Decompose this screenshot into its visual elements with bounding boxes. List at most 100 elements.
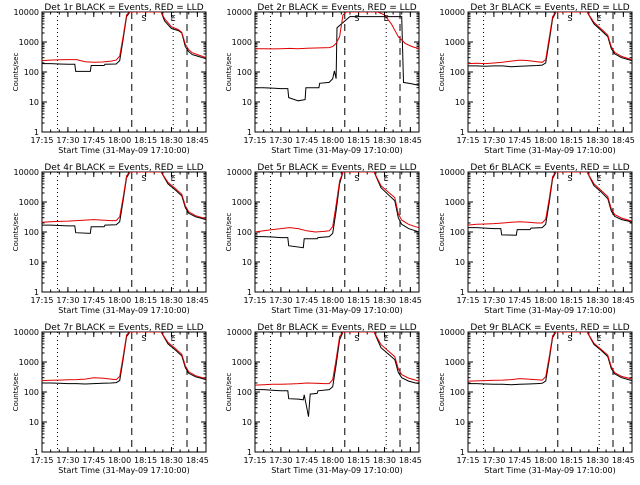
chart-title: Det 2r BLACK = Events, RED = LLD [257,3,416,13]
chart-panel: Det 3r BLACK = Events, RED = LLD 1 10 100 10… [438,3,635,155]
x-tick-label: 18:15 [347,456,370,465]
x-axis-label: Start Time (31-May-09 17:10:00) [58,466,189,475]
x-tick-label: 18:00 [534,456,557,465]
y-tick-label: 10000 [227,8,252,17]
chart-panel: Det 1r BLACK = Events, RED = LLD 1 10 100 10… [12,3,209,155]
y-tick-label: 10 [455,98,465,107]
chart-title: Det 8r BLACK = Events, RED = LLD [257,323,416,333]
y-tick-label: 10 [242,258,252,267]
y-tick-label: 100 [237,388,252,397]
x-tick-label: 17:45 [295,296,318,305]
x-tick-label: 17:15 [30,296,53,305]
y-tick-label: 100 [24,68,39,77]
events-series-line [42,172,206,234]
x-tick-label: 18:15 [134,296,157,305]
x-tick-label: 17:15 [456,296,479,305]
y-tick-label: 10 [29,418,39,427]
x-tick-label: 18:30 [586,456,609,465]
x-tick-label: 17:45 [82,456,105,465]
x-tick-label: 17:15 [456,136,479,145]
x-axis-label: Start Time (31-May-09 17:10:00) [271,306,402,315]
y-tick-label: 10 [29,98,39,107]
x-tick-label: 17:15 [456,456,479,465]
x-tick-label: 17:45 [508,456,531,465]
x-tick-label: 17:30 [482,456,505,465]
x-tick-label: 18:00 [534,136,557,145]
x-tick-label: 17:30 [482,296,505,305]
lld-series-line [255,172,419,233]
y-tick-label: 10000 [440,168,465,177]
x-tick-label: 17:45 [82,296,105,305]
events-series-line [42,12,206,72]
x-tick-label: 18:15 [347,136,370,145]
interval-marker-label: E [597,14,602,23]
events-series-line [468,12,632,68]
interval-marker-label: E [384,14,389,23]
y-tick-label: 100 [24,388,39,397]
y-tick-label: 1000 [445,38,465,47]
interval-marker-label: E [171,174,176,183]
y-tick-label: 1 [247,128,252,137]
lld-series-line [468,332,632,382]
x-axis-label: Start Time (31-May-09 17:10:00) [58,146,189,155]
x-tick-label: 18:30 [160,136,183,145]
chart-title: Det 3r BLACK = Events, RED = LLD [470,3,629,13]
x-tick-label: 17:30 [269,136,292,145]
y-tick-label: 100 [24,228,39,237]
y-tick-label: 1 [34,128,39,137]
y-axis-label: Counts/sec [438,53,446,92]
chart-panel: Det 8r BLACK = Events, RED = LLD 1 10 100 10… [225,323,422,475]
x-tick-label: 18:45 [399,296,422,305]
x-tick-label: 18:00 [108,136,131,145]
x-tick-label: 17:15 [30,456,53,465]
x-tick-label: 17:30 [56,456,79,465]
y-axis-label: Counts/sec [225,53,233,92]
y-tick-label: 1 [460,448,465,457]
events-series-line [468,172,632,236]
x-tick-label: 17:45 [295,456,318,465]
interval-marker-label: S [141,334,146,343]
x-axis-label: Start Time (31-May-09 17:10:00) [271,466,402,475]
x-tick-label: 18:30 [586,296,609,305]
y-tick-label: 10 [242,98,252,107]
x-tick-label: 18:15 [560,136,583,145]
interval-marker-label: E [597,334,602,343]
chart-title: Det 9r BLACK = Events, RED = LLD [470,323,629,333]
y-tick-label: 10000 [14,168,39,177]
x-tick-label: 18:00 [321,296,344,305]
x-tick-label: 18:15 [560,296,583,305]
chart-title: Det 6r BLACK = Events, RED = LLD [470,163,629,173]
x-tick-label: 18:30 [586,136,609,145]
y-tick-label: 10000 [440,328,465,337]
chart-panel: Det 7r BLACK = Events, RED = LLD 1 10 100 10… [12,323,209,475]
plot-frame [467,171,633,293]
x-axis-label: Start Time (31-May-09 17:10:00) [484,306,615,315]
interval-marker-label: E [384,174,389,183]
y-axis-label: Counts/sec [12,213,20,252]
lld-series-line [255,12,419,50]
interval-marker-label: S [567,14,572,23]
lld-series-line [42,12,206,63]
lld-series-line [468,12,632,65]
events-series-line [255,332,419,417]
x-axis-label: Start Time (31-May-09 17:10:00) [271,146,402,155]
y-tick-label: 100 [450,388,465,397]
interval-marker-label: E [171,334,176,343]
lld-series-line [255,332,419,386]
y-tick-label: 10000 [440,8,465,17]
y-tick-label: 100 [450,68,465,77]
x-tick-label: 17:30 [56,296,79,305]
y-tick-label: 10000 [14,8,39,17]
x-tick-label: 18:45 [186,296,209,305]
chart-panel: Det 5r BLACK = Events, RED = LLD 1 10 100 10… [225,163,422,315]
y-tick-label: 10 [455,258,465,267]
y-tick-label: 10 [29,258,39,267]
x-tick-label: 18:45 [612,456,635,465]
y-tick-label: 10 [242,418,252,427]
y-tick-label: 1 [460,128,465,137]
x-tick-label: 17:15 [243,136,266,145]
y-tick-label: 1000 [445,198,465,207]
lld-series-line [42,172,206,223]
y-tick-label: 1 [460,288,465,297]
